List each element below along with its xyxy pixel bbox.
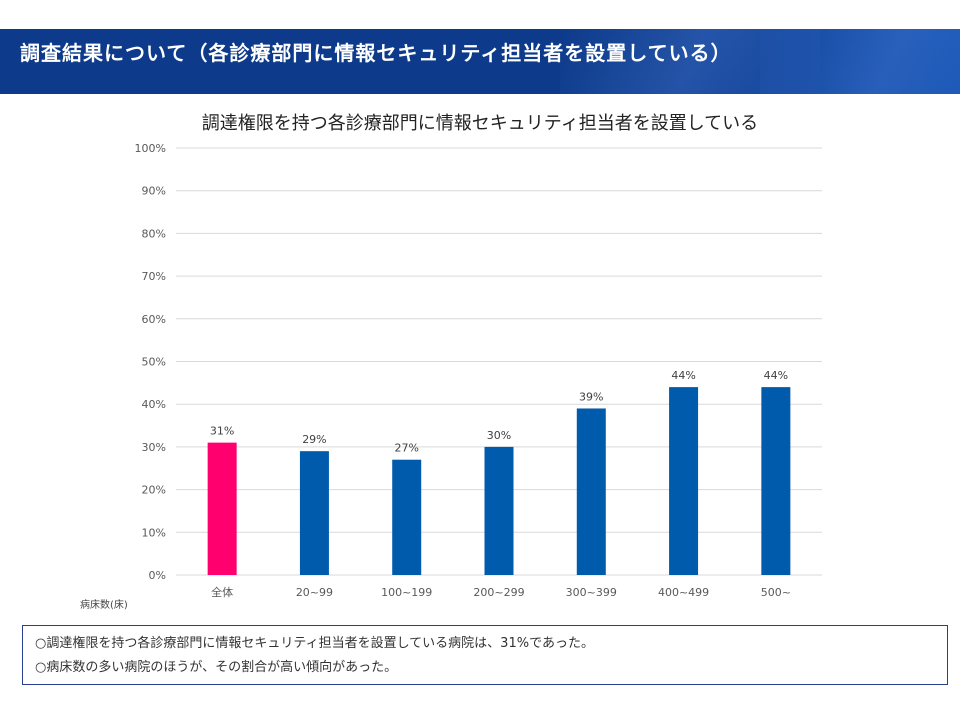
y-tick-label: 30%	[142, 441, 166, 454]
bar	[669, 387, 699, 575]
x-tick-label: 400~499	[658, 586, 709, 599]
chart-area: 調達権限を持つ各診療部門に情報セキュリティ担当者を設置している 0% 10% 20%…	[0, 100, 960, 620]
bar	[576, 408, 606, 575]
x-tick-label: 500~	[761, 586, 791, 599]
data-label: 27%	[394, 442, 418, 455]
bar	[484, 446, 514, 575]
bar	[761, 387, 791, 575]
x-tick-label: 300~399	[566, 586, 617, 599]
data-label: 29%	[302, 433, 326, 446]
bar	[207, 442, 237, 575]
x-axis-unit-label: 病床数(床)	[80, 600, 128, 611]
page-title: 調査結果について（各診療部門に情報セキュリティ担当者を設置している）	[20, 41, 732, 65]
y-tick-label: 90%	[142, 185, 166, 198]
summary-note: ○病床数の多い病院のほうが、その割合が高い傾向があった。	[35, 660, 398, 675]
summary-notes-box: ○調達権限を持つ各診療部門に情報セキュリティ担当者を設置している病院は、31%で…	[22, 625, 948, 685]
y-tick-label: 20%	[142, 484, 166, 497]
y-tick-label: 60%	[142, 313, 166, 326]
header-banner: 調査結果について（各診療部門に情報セキュリティ担当者を設置している）	[0, 29, 960, 94]
y-tick-label: 10%	[142, 526, 166, 539]
data-label: 39%	[579, 390, 603, 403]
y-tick-label: 80%	[142, 227, 166, 240]
data-label: 44%	[671, 369, 695, 382]
bar	[392, 459, 422, 575]
data-label: 44%	[764, 369, 788, 382]
data-label: 31%	[210, 425, 234, 438]
bar-chart: 0% 10% 20% 30% 40% 50% 60% 70% 80% 90% 100% 31% 全体 29…	[135, 142, 822, 599]
y-tick-label: 100%	[135, 142, 166, 155]
y-tick-label: 40%	[142, 398, 166, 411]
data-label: 30%	[487, 429, 511, 442]
chart-title: 調達権限を持つ各診療部門に情報セキュリティ担当者を設置している	[201, 113, 759, 134]
y-tick-label: 70%	[142, 270, 166, 283]
header-decoration	[560, 29, 820, 94]
y-tick-label: 0%	[149, 569, 166, 582]
x-tick-label: 20~99	[296, 586, 333, 599]
y-tick-label: 50%	[142, 356, 166, 369]
summary-note: ○調達権限を持つ各診療部門に情報セキュリティ担当者を設置している病院は、31%で…	[35, 636, 594, 651]
bar	[299, 451, 329, 575]
x-tick-label: 200~299	[473, 586, 524, 599]
header-decoration	[760, 29, 960, 94]
x-tick-label: 100~199	[381, 586, 432, 599]
x-tick-label: 全体	[211, 585, 233, 599]
